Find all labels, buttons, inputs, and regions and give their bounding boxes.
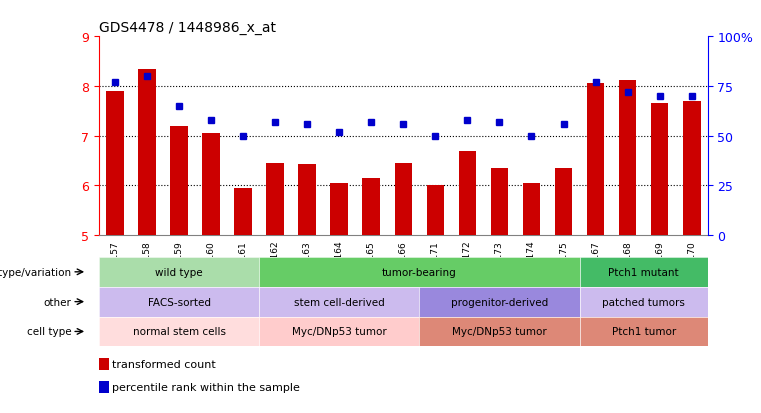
Text: cell type: cell type xyxy=(27,327,72,337)
Text: Ptch1 mutant: Ptch1 mutant xyxy=(608,267,679,277)
Bar xyxy=(651,104,668,235)
Bar xyxy=(170,126,188,235)
Text: genotype/variation: genotype/variation xyxy=(0,267,72,277)
Bar xyxy=(266,164,284,235)
Bar xyxy=(362,178,380,235)
Bar xyxy=(99,358,109,370)
Text: normal stem cells: normal stem cells xyxy=(132,327,225,337)
Bar xyxy=(330,183,348,235)
Text: GDS4478 / 1448986_x_at: GDS4478 / 1448986_x_at xyxy=(99,21,276,35)
Bar xyxy=(139,69,156,235)
Text: other: other xyxy=(43,297,72,307)
Bar xyxy=(459,151,476,235)
Bar xyxy=(523,183,540,235)
Bar xyxy=(99,381,109,393)
Text: FACS-sorted: FACS-sorted xyxy=(148,297,211,307)
Bar xyxy=(427,186,444,235)
Bar xyxy=(394,164,412,235)
Bar xyxy=(298,165,316,235)
Text: patched tumors: patched tumors xyxy=(602,297,685,307)
Text: Myc/DNp53 tumor: Myc/DNp53 tumor xyxy=(292,327,387,337)
Bar xyxy=(555,169,572,235)
Bar xyxy=(587,84,604,235)
Bar xyxy=(683,102,701,235)
Text: wild type: wild type xyxy=(155,267,203,277)
Text: progenitor-derived: progenitor-derived xyxy=(451,297,548,307)
Text: transformed count: transformed count xyxy=(113,359,216,370)
Text: tumor-bearing: tumor-bearing xyxy=(382,267,457,277)
Bar xyxy=(202,134,220,235)
Text: Myc/DNp53 tumor: Myc/DNp53 tumor xyxy=(452,327,547,337)
Text: Ptch1 tumor: Ptch1 tumor xyxy=(612,327,676,337)
Bar xyxy=(234,188,252,235)
Bar xyxy=(491,169,508,235)
Bar xyxy=(106,92,124,235)
Text: stem cell-derived: stem cell-derived xyxy=(294,297,384,307)
Text: percentile rank within the sample: percentile rank within the sample xyxy=(113,382,300,392)
Bar xyxy=(619,81,636,235)
